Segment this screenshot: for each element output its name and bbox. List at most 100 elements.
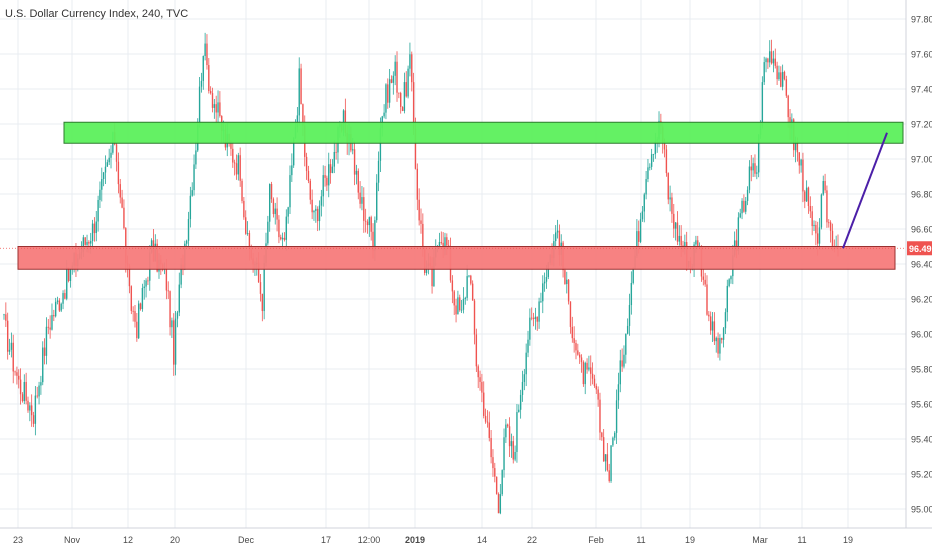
x-tick-label: 11 bbox=[636, 535, 645, 545]
candle-body bbox=[189, 195, 192, 220]
candle-body bbox=[315, 208, 317, 211]
candle bbox=[588, 355, 590, 372]
candle bbox=[42, 341, 44, 386]
candle bbox=[195, 141, 197, 169]
candle-body bbox=[632, 268, 634, 283]
candle bbox=[440, 231, 442, 245]
candle bbox=[578, 352, 581, 364]
candle-body bbox=[615, 400, 618, 433]
candle-body bbox=[49, 327, 51, 330]
candle bbox=[268, 183, 271, 232]
candle-body bbox=[3, 314, 5, 316]
candle bbox=[328, 152, 330, 198]
candle-body bbox=[523, 374, 526, 382]
candle-body bbox=[32, 415, 35, 424]
candle-body bbox=[309, 180, 311, 200]
candle bbox=[280, 234, 282, 241]
candle-body bbox=[794, 143, 797, 151]
candle-body bbox=[411, 54, 413, 83]
candle bbox=[398, 92, 400, 99]
candle bbox=[16, 366, 18, 385]
candle bbox=[208, 58, 210, 94]
candle bbox=[586, 358, 588, 374]
candle bbox=[276, 197, 278, 232]
candle-body bbox=[778, 72, 780, 80]
candle-body bbox=[726, 285, 728, 313]
candle bbox=[187, 211, 190, 249]
candle-body bbox=[93, 223, 96, 234]
candle bbox=[418, 188, 420, 226]
candle bbox=[176, 310, 179, 328]
candle bbox=[353, 141, 356, 186]
candle-body bbox=[243, 200, 245, 218]
candle-body bbox=[745, 200, 747, 212]
candle bbox=[329, 159, 332, 184]
candle bbox=[101, 167, 103, 202]
candle bbox=[324, 165, 326, 187]
candle-body bbox=[824, 181, 826, 191]
candle-body bbox=[610, 445, 612, 482]
candle-body bbox=[815, 224, 817, 234]
candle bbox=[320, 189, 323, 217]
candle-body bbox=[643, 194, 645, 212]
candle-body bbox=[625, 333, 627, 355]
x-tick-label: 17 bbox=[321, 535, 331, 545]
candle-body bbox=[590, 367, 592, 374]
x-tick-label: Dec bbox=[238, 535, 255, 545]
candle-body bbox=[296, 115, 299, 128]
candle-body bbox=[396, 61, 398, 93]
candle bbox=[359, 181, 361, 209]
candle bbox=[219, 91, 221, 118]
candle-body bbox=[499, 494, 502, 514]
candle-body bbox=[204, 43, 206, 57]
candle-body bbox=[6, 320, 9, 352]
candle-body bbox=[191, 190, 193, 196]
candle-body bbox=[18, 375, 20, 380]
candle-body bbox=[241, 180, 243, 201]
projection bbox=[842, 132, 888, 249]
candle bbox=[243, 196, 245, 220]
candle bbox=[632, 267, 634, 285]
candle-body bbox=[676, 222, 679, 242]
candle bbox=[466, 264, 468, 301]
candle-body bbox=[479, 377, 481, 382]
candle bbox=[64, 289, 66, 300]
candle bbox=[508, 417, 511, 457]
candle-body bbox=[571, 326, 574, 339]
candle-body bbox=[326, 177, 328, 186]
candle-body bbox=[713, 321, 716, 342]
candle bbox=[532, 312, 535, 327]
candle-body bbox=[390, 79, 393, 83]
candle bbox=[215, 95, 217, 124]
candle-body bbox=[230, 143, 232, 149]
candle bbox=[14, 370, 16, 376]
candle-body bbox=[318, 205, 321, 222]
candle-body bbox=[132, 310, 134, 312]
candle-body bbox=[145, 280, 147, 287]
candle bbox=[217, 90, 219, 123]
candle-body bbox=[69, 269, 72, 281]
candle-body bbox=[604, 454, 607, 462]
candle-body bbox=[453, 291, 455, 306]
candle-body bbox=[416, 168, 419, 200]
candle bbox=[363, 187, 365, 233]
candle bbox=[460, 300, 463, 313]
candle-body bbox=[763, 62, 765, 83]
y-tick-label: 96.20 bbox=[911, 295, 932, 305]
candle bbox=[115, 143, 118, 172]
candle bbox=[536, 316, 538, 331]
candle-body bbox=[322, 175, 324, 197]
candle-body bbox=[802, 159, 804, 192]
candle-body bbox=[750, 166, 752, 171]
candle-body bbox=[599, 399, 601, 433]
candle bbox=[479, 370, 481, 391]
candle bbox=[610, 445, 612, 483]
candle-body bbox=[547, 262, 550, 277]
candle-body bbox=[298, 68, 300, 116]
candle bbox=[409, 42, 411, 77]
last-price-tag: 96.49 bbox=[907, 241, 932, 256]
candle bbox=[754, 154, 756, 177]
candle-body bbox=[171, 320, 173, 328]
